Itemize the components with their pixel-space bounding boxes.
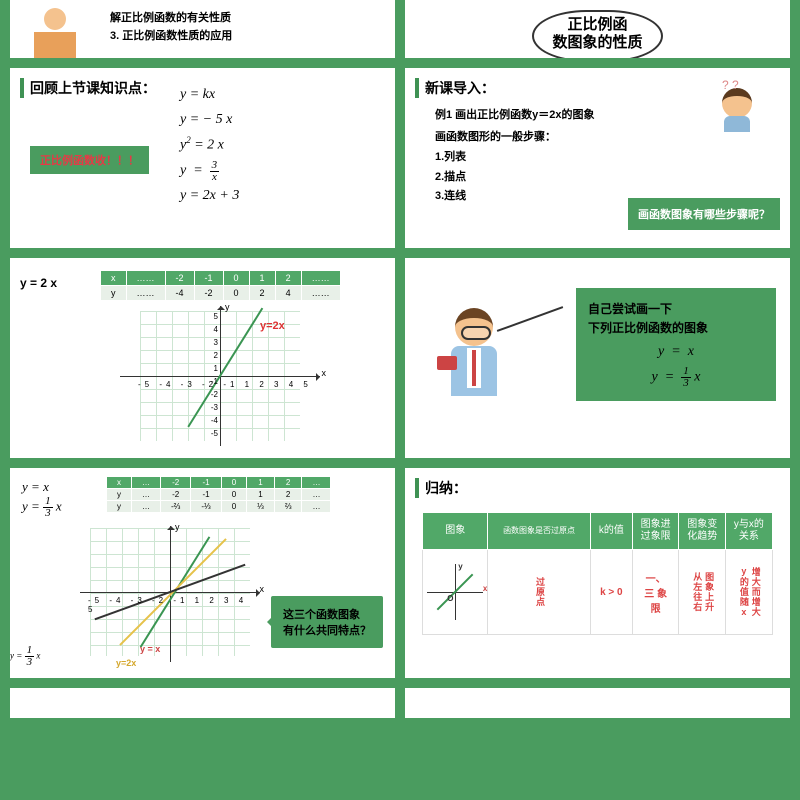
slide-review: 回顾上节课知识点： y = kx y = − 5 x y2 = 2 x y = … bbox=[10, 68, 395, 248]
x-ticks-7: -5 -4 -3 -2 -1 1 2 3 4 5 bbox=[88, 596, 260, 614]
highlight-tag: 正比例函数收！！！ bbox=[30, 146, 149, 174]
slide-try: 自己尝试画一下 下列正比例函数的图象 y = x y = 13 x bbox=[405, 258, 790, 458]
summary-title: 归纳： bbox=[415, 478, 780, 498]
eq-2: y = − 5 x bbox=[180, 107, 239, 132]
graph-area: y=2x -5 -4 -3 -2 -1 1 2 3 4 5 54321-1-2-… bbox=[120, 306, 320, 446]
slide-three-graphs: y = x y = 13 x x…-2-1012…y…-2-1012…y…-⅔-… bbox=[10, 468, 395, 678]
legend-2x: y=2x bbox=[116, 658, 136, 668]
cell-k: k > 0 bbox=[590, 550, 632, 635]
try-eq-1: y = x bbox=[588, 344, 764, 360]
x-ticks: -5 -4 -3 -2 -1 1 2 3 4 5 bbox=[138, 380, 312, 389]
question-box: 画函数图象有哪些步骤呢？ bbox=[628, 198, 780, 230]
steps-block: 画函数图形的一般步骤： 1.列表 2.描点 3.连线 bbox=[435, 128, 780, 207]
objective-line-2: 解正比例函数的有关性质 bbox=[110, 10, 385, 28]
cell-quadrant: 一、三 象限 bbox=[632, 550, 679, 635]
slide-bottom-right bbox=[405, 688, 790, 718]
step-2: 2.描点 bbox=[435, 168, 780, 188]
slide-graph-y2x: y = 2 x x……-2-1012……y……-4-2024…… y=2x -5… bbox=[10, 258, 395, 458]
cell-origin: 过原点 bbox=[488, 550, 591, 635]
summary-table: 图象函数图象是否过原点k的值图象进过象限图象变化趋势y与x的关系 Oxy 过原点… bbox=[422, 512, 772, 635]
slide-objectives: 解正比例函数的有关性质 3. 正比例函数性质的应用 bbox=[10, 0, 395, 58]
eq-4: y = 3x bbox=[180, 158, 239, 183]
teacher-icon bbox=[435, 308, 535, 428]
x-axis-label: x bbox=[322, 368, 327, 378]
line-label: y=2x bbox=[260, 320, 285, 332]
try-line-1: 自己尝试画一下 bbox=[588, 300, 764, 319]
objective-line-3: 3. 正比例函数性质的应用 bbox=[110, 28, 385, 46]
legend-x: y = x bbox=[140, 644, 160, 654]
try-line-2: 下列正比例函数的图象 bbox=[588, 319, 764, 338]
cell-relation: y的值随x增大而增大 bbox=[726, 550, 773, 635]
cell-graph: Oxy bbox=[423, 550, 488, 635]
student-icon bbox=[712, 88, 762, 138]
cell-trend: 从左往右图象上升 bbox=[679, 550, 726, 635]
slides-grid: 解正比例函数的有关性质 3. 正比例函数性质的应用 正比例函数图象的性质 回顾上… bbox=[0, 0, 800, 800]
title-text: 正比例函数图象的性质 bbox=[552, 16, 642, 51]
graph-7: y x -5 -4 -3 -2 -1 1 2 3 4 5 bbox=[80, 524, 260, 664]
eq7-2: y = 13 x bbox=[22, 496, 62, 519]
slide-bottom-left bbox=[10, 688, 395, 718]
eq-1: y = kx bbox=[180, 82, 239, 107]
title-bubble: 正比例函数图象的性质 bbox=[532, 10, 662, 58]
legend-13x: y = 13 x bbox=[10, 645, 40, 668]
try-eq-2: y = 13 x bbox=[588, 366, 764, 389]
slide-new-lesson: 新课导入： 例1 画出正比例函数y＝2x的图象 画函数图形的一般步骤： 1.列表… bbox=[405, 68, 790, 248]
question-bubble-7: 这三个函数图象有什么共同特点？ bbox=[271, 596, 383, 648]
eq-5: y = 2x + 3 bbox=[180, 183, 239, 208]
slide-title: 正比例函数图象的性质 bbox=[405, 0, 790, 58]
equation-list: y = kx y = − 5 x y2 = 2 x y = 3x y = 2x … bbox=[180, 82, 239, 209]
function-label: y = 2 x bbox=[20, 276, 57, 290]
eq7-1: y = x bbox=[22, 478, 62, 496]
y-ticks: 54321-1-2-3-4-5 bbox=[208, 310, 218, 440]
y-axis-label: y bbox=[225, 302, 230, 312]
eqs-7: y = x y = 13 x bbox=[22, 478, 62, 519]
step-1: 1.列表 bbox=[435, 148, 780, 168]
eq-3: y2 = 2 x bbox=[180, 132, 239, 158]
value-table-7: x…-2-1012…y…-2-1012…y…-⅔-⅓0⅓⅔… bbox=[106, 476, 331, 513]
try-box: 自己尝试画一下 下列正比例函数的图象 y = x y = 13 x bbox=[576, 288, 776, 401]
slide-summary: 归纳： 图象函数图象是否过原点k的值图象进过象限图象变化趋势y与x的关系 Oxy… bbox=[405, 468, 790, 678]
value-table: x……-2-1012……y……-4-2024…… bbox=[100, 270, 341, 301]
podium-shape bbox=[34, 32, 76, 58]
speaker-head bbox=[44, 8, 66, 30]
